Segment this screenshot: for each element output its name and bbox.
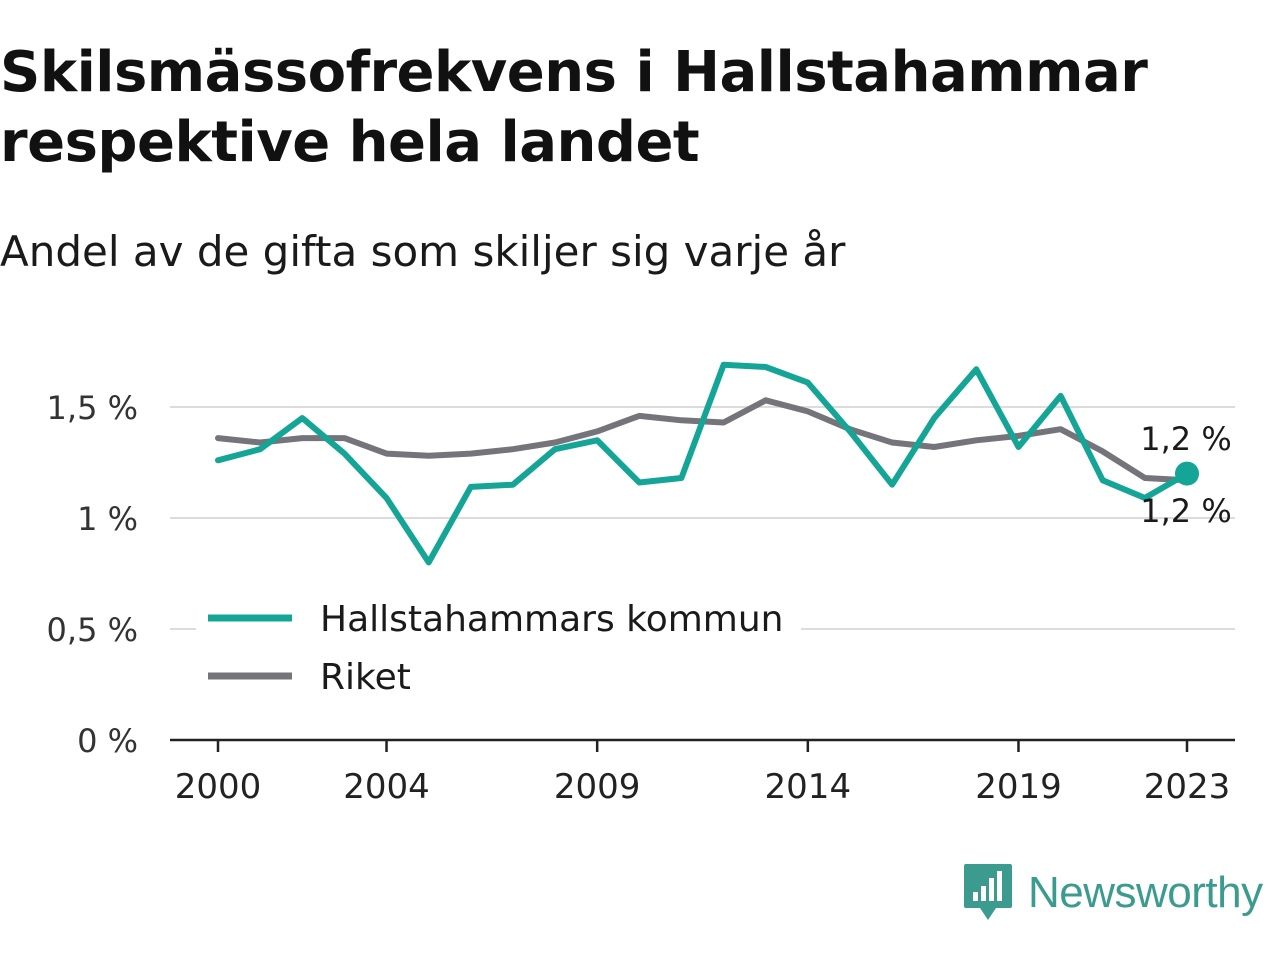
chart-subtitle: Andel av de gifta som skiljer sig varje …	[0, 227, 846, 276]
end-labels: 1,2 % 1,2 %	[1140, 420, 1231, 530]
end-label-riket: 1,2 %	[1140, 492, 1231, 530]
y-tick-label: 1,5 %	[47, 389, 138, 427]
y-tick-label: 0 %	[77, 722, 138, 760]
x-tick-label: 2009	[554, 767, 641, 807]
x-tick-label: 2014	[765, 767, 852, 807]
x-tick-label: 2000	[175, 767, 262, 807]
x-tick-label: 2019	[975, 767, 1062, 807]
end-label-hallstahammar: 1,2 %	[1140, 420, 1231, 458]
series-layer	[215, 361, 1199, 566]
y-tick-label: 0,5 %	[47, 611, 138, 649]
chart-title: Skilsmässofrekvens i Hallstahammar respe…	[0, 40, 1148, 175]
legend-label: Hallstahammars kommun	[320, 599, 784, 640]
series-line-hallstahammar	[215, 361, 1190, 566]
end-point-marker	[1175, 461, 1199, 486]
x-tick-label: 2004	[343, 767, 430, 807]
x-tick-label: 2023	[1144, 767, 1231, 807]
newsworthy-logo-icon	[964, 864, 1012, 920]
series-line-riket	[215, 397, 1190, 484]
y-axis: 0 % 0,5 % 1 % 1,5 %	[47, 389, 138, 760]
brand-name: Newsworthy	[1028, 868, 1263, 917]
y-tick-label: 1 %	[77, 500, 138, 538]
legend: Hallstahammars kommun Riket	[196, 596, 801, 704]
legend-background	[196, 596, 801, 704]
brand: Newsworthy	[962, 862, 1263, 924]
x-axis: 2000 2004 2009 2014 2019 2023	[170, 738, 1235, 807]
legend-label: Riket	[320, 657, 411, 698]
